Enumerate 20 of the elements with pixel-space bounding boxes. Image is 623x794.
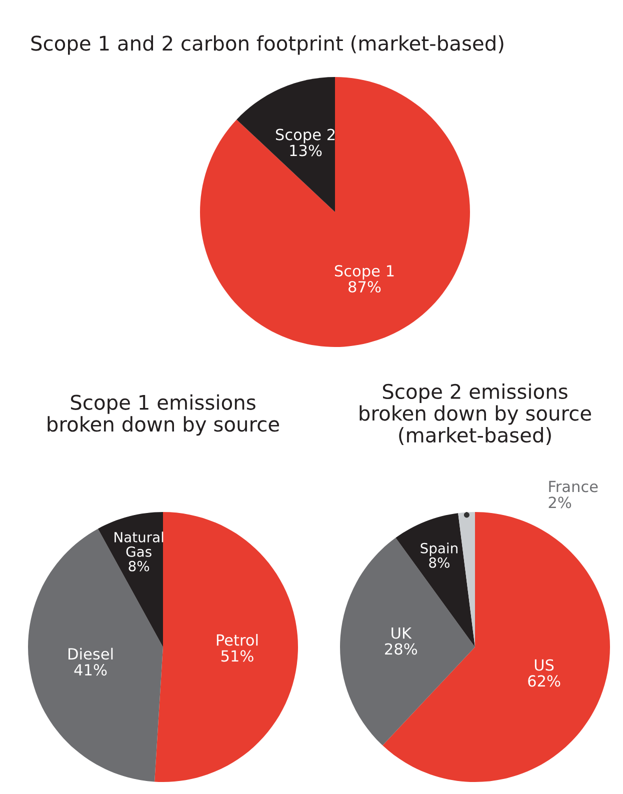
data-label: 62% [528,675,560,687]
slice-label: Spain [420,542,458,556]
chart-title: Scope 1 and 2 carbon footprint (market-based) [31,35,504,55]
data-label: 51% [221,650,254,662]
data-label: 8% [429,557,450,568]
slice-label: Scope 1 [334,265,394,280]
data-label: 87% [348,280,381,293]
slice-label: France [549,480,598,492]
data-label: 8% [128,560,150,572]
slice-label: Diesel [68,648,113,660]
chart-title: Scope 2 emissions broken down by source (market-based) [360,383,591,445]
slice-label: US [534,659,554,671]
data-label: 2% [548,496,572,508]
chart-title: Scope 1 emissions broken down by source [48,394,279,436]
slice-label: UK [392,627,412,639]
data-label: 41% [74,664,107,676]
slice-label: Scope 2 [276,128,335,144]
slice-label: Petrol [216,634,258,646]
data-label: 28% [385,643,418,655]
data-label: 13% [290,144,322,156]
